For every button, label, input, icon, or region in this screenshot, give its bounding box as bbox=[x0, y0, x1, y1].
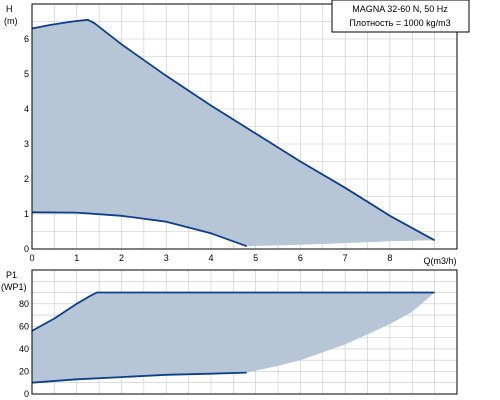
head-y-tick-label: 0 bbox=[24, 244, 29, 254]
head-y-tick-label: 4 bbox=[24, 104, 29, 114]
power-min-curve bbox=[31, 371, 247, 384]
power-y-tick-label: 20 bbox=[19, 366, 29, 376]
flow-x-tick-label: 1 bbox=[74, 253, 79, 263]
power-chart-y-ticks: 0 20 40 60 80 bbox=[19, 299, 29, 399]
head-y-tick-label: 3 bbox=[24, 139, 29, 149]
head-y-tick-label: 5 bbox=[24, 69, 29, 79]
flow-x-tick-label: 7 bbox=[343, 253, 348, 263]
head-y-tick-label: 2 bbox=[24, 174, 29, 184]
power-operating-area bbox=[32, 292, 435, 383]
head-chart-y-ticks: 0 1 2 3 4 5 6 bbox=[24, 34, 29, 254]
head-y-tick-label: 1 bbox=[24, 209, 29, 219]
power-chart-frame bbox=[31, 269, 458, 395]
head-chart-area bbox=[32, 19, 435, 247]
info-box bbox=[331, 0, 470, 33]
flow-x-tick-label: 6 bbox=[298, 253, 303, 263]
power-chart-area bbox=[32, 292, 435, 383]
head-chart-frame bbox=[31, 3, 458, 250]
flow-x-tick-label: 0 bbox=[29, 253, 34, 263]
flow-axis-label: Q(m3/h) bbox=[423, 256, 456, 266]
flow-x-tick-label: 8 bbox=[387, 253, 392, 263]
head-max-curve bbox=[31, 18, 436, 242]
power-axis-label: P1 bbox=[6, 270, 17, 280]
power-y-tick-label: 0 bbox=[24, 389, 29, 399]
pump-model-title: MAGNA 32-60 N, 50 Hz bbox=[352, 4, 448, 14]
flow-x-tick-label: 3 bbox=[164, 253, 169, 263]
flow-x-tick-label: 4 bbox=[208, 253, 213, 263]
flow-x-tick-label: 2 bbox=[119, 253, 124, 263]
power-y-tick-label: 60 bbox=[19, 321, 29, 331]
flow-x-tick-label: 5 bbox=[253, 253, 258, 263]
power-max-curve bbox=[31, 291, 435, 332]
head-chart-curves bbox=[31, 18, 436, 248]
power-y-tick-label: 80 bbox=[19, 299, 29, 309]
head-axis-unit: (m) bbox=[4, 16, 18, 26]
head-min-curve bbox=[31, 211, 248, 248]
head-axis-label: H bbox=[6, 4, 13, 14]
head-chart-x-ticks: 0 1 2 3 4 5 6 7 8 bbox=[29, 253, 392, 263]
head-y-tick-label: 6 bbox=[24, 34, 29, 44]
power-chart-curves bbox=[31, 291, 435, 384]
power-axis-unit: (WP1) bbox=[1, 282, 27, 292]
power-y-tick-label: 40 bbox=[19, 344, 29, 354]
head-chart: 0 1 2 3 4 5 6 0 1 2 3 4 5 6 7 8 H (m) Q(m3/h) MAGNA 32… bbox=[4, 0, 470, 266]
head-operating-area bbox=[32, 19, 435, 247]
power-chart: 0 20 40 60 80 P1 (WP1) bbox=[1, 269, 458, 399]
density-note: Плотность = 1000 kg/m3 bbox=[349, 18, 450, 28]
